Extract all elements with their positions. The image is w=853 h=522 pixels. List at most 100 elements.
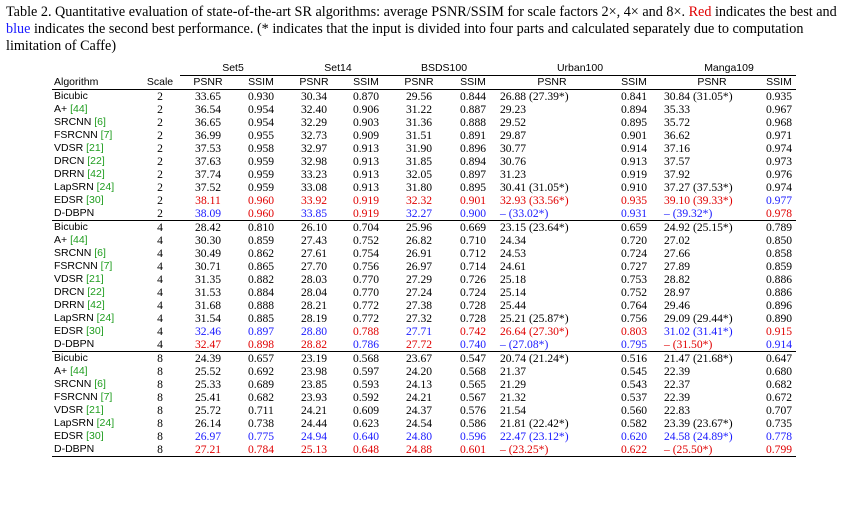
reference-link[interactable]: [30] xyxy=(86,325,104,337)
set5-psnr-cell: 25.33 xyxy=(194,378,222,391)
set14-psnr-cell: 27.70 xyxy=(300,260,328,273)
manga109-psnr-cell: 35.72 xyxy=(664,116,691,129)
urban100-ssim-cell: 0.537 xyxy=(620,391,648,404)
scale-cell: 2 xyxy=(157,103,163,116)
bsds100-ssim-cell: 0.897 xyxy=(459,168,487,181)
reference-link[interactable]: [6] xyxy=(94,116,106,128)
urban100-psnr-cell: 25.44 xyxy=(500,299,527,312)
set5-psnr-cell: 33.65 xyxy=(194,90,222,103)
set5-ssim-cell: 0.897 xyxy=(247,325,275,338)
set14-psnr-cell: 23.85 xyxy=(300,378,328,391)
bsds100-ssim-cell: 0.568 xyxy=(459,365,487,378)
table-row: SRCNN [6] 4 30.49 0.862 27.61 0.754 26.91 0.712… xyxy=(52,247,796,260)
reference-link[interactable]: [7] xyxy=(100,129,113,141)
urban100-psnr-cell: 25.18 xyxy=(500,273,527,286)
reference-link[interactable]: [30] xyxy=(86,194,104,206)
column-header-row: Algorithm Scale PSNR SSIM PSNR SSIM PSNR… xyxy=(52,75,796,90)
bsds100-ssim-cell: 0.888 xyxy=(459,116,487,129)
manga109-ssim-cell: 0.778 xyxy=(765,430,793,443)
table-row: SRCNN [6] 2 36.65 0.954 32.29 0.903 31.36 0.888… xyxy=(52,116,796,129)
set5-psnr-cell: 37.74 xyxy=(194,168,222,181)
algorithm-cell: A+ [44] xyxy=(52,234,140,247)
set5-ssim-cell: 0.958 xyxy=(247,142,275,155)
set14-ssim-cell: 0.870 xyxy=(352,90,380,103)
set14-ssim-cell: 0.609 xyxy=(352,404,380,417)
bsds100-ssim-cell: 0.742 xyxy=(459,325,487,338)
reference-link[interactable]: [30] xyxy=(86,430,104,442)
algorithm-name: VDSR xyxy=(54,142,84,154)
caption-part3: indicates the second best performance. (… xyxy=(6,21,804,54)
reference-link[interactable]: [24] xyxy=(96,312,115,324)
table-body: Bicubic 2 33.65 0.930 30.34 0.870 29.56 0.844 26… xyxy=(52,90,796,457)
set14-ssim-cell: 0.913 xyxy=(352,155,380,168)
urban100-psnr-cell: 32.93 (33.56*) xyxy=(500,194,569,207)
urban100-ssim-cell: 0.753 xyxy=(620,273,648,286)
algorithm-name: D-DBPN xyxy=(54,207,95,219)
bsds100-ssim-cell: 0.740 xyxy=(448,338,498,352)
set14-psnr-cell: 28.21 xyxy=(300,299,328,312)
manga109-psnr-cell: 28.97 xyxy=(664,286,691,299)
table-row: LapSRN [24] 8 26.14 0.738 24.44 0.623 24.54 0.5… xyxy=(52,417,796,430)
urban100-psnr-cell: – (23.25*) xyxy=(498,443,606,457)
bsds100-ssim-cell: 0.601 xyxy=(448,443,498,457)
reference-link[interactable]: [7] xyxy=(100,391,113,403)
set5-psnr-cell: 36.99 xyxy=(194,129,222,142)
reference-link[interactable]: [22] xyxy=(87,155,105,167)
dataset-header-row: Set5 Set14 BSDS100 Urban100 Manga109 xyxy=(52,62,796,76)
set14-psnr-cell: 23.98 xyxy=(300,365,328,378)
reference-link[interactable]: [42] xyxy=(87,168,105,180)
reference-link[interactable]: [6] xyxy=(94,247,106,259)
reference-link[interactable]: [44] xyxy=(70,103,88,115)
column-header-ssim: SSIM xyxy=(606,75,662,90)
table-row: DRCN [22] 2 37.63 0.959 32.98 0.913 31.85 0.894… xyxy=(52,155,796,168)
urban100-psnr-cell: 26.64 (27.30*) xyxy=(500,325,569,338)
reference-link[interactable]: [42] xyxy=(87,299,105,311)
set14-ssim-cell: 0.593 xyxy=(352,378,380,391)
reference-link[interactable]: [6] xyxy=(94,378,106,390)
reference-link[interactable]: [24] xyxy=(96,417,115,429)
manga109-psnr-cell: 23.39 (23.67*) xyxy=(664,417,733,430)
bsds100-psnr-cell: 24.80 xyxy=(405,430,433,443)
manga109-ssim-cell: 0.967 xyxy=(765,103,793,116)
algorithm-name: LapSRN xyxy=(54,312,94,324)
reference-link[interactable]: [21] xyxy=(86,273,104,285)
manga109-ssim-cell: 0.890 xyxy=(765,312,793,325)
bsds100-ssim-cell: 0.547 xyxy=(459,352,487,365)
urban100-psnr-cell: – (33.02*) xyxy=(498,207,606,221)
algorithm-cell: SRCNN [6] xyxy=(52,247,140,260)
manga109-psnr-cell: 22.39 xyxy=(664,365,691,378)
reference-link[interactable]: [44] xyxy=(70,234,88,246)
reference-link[interactable]: [21] xyxy=(86,404,104,416)
manga109-psnr-cell: 37.27 (37.53*) xyxy=(664,181,733,194)
bsds100-psnr-cell: 27.72 xyxy=(390,338,448,352)
set5-ssim-cell: 0.930 xyxy=(247,90,275,103)
reference-link[interactable]: [44] xyxy=(70,365,88,377)
urban100-ssim-cell: 0.914 xyxy=(620,142,648,155)
set14-ssim-cell: 0.919 xyxy=(342,207,390,221)
bsds100-ssim-cell: 0.844 xyxy=(459,90,487,103)
urban100-psnr-cell: 23.15 (23.64*) xyxy=(500,221,569,234)
bsds100-psnr-cell: 32.32 xyxy=(405,194,433,207)
set14-psnr-cell: 32.29 xyxy=(300,116,328,129)
reference-link[interactable]: [24] xyxy=(96,181,115,193)
set5-psnr-cell: 32.47 xyxy=(180,338,236,352)
reference-link[interactable]: [7] xyxy=(100,260,113,272)
algorithm-cell: D-DBPN xyxy=(52,207,140,221)
set5-psnr-cell: 27.21 xyxy=(180,443,236,457)
set5-ssim-cell: 0.959 xyxy=(247,168,275,181)
set5-ssim-cell: 0.711 xyxy=(248,404,274,417)
set14-ssim-cell: 0.623 xyxy=(352,417,380,430)
urban100-ssim-cell: 0.764 xyxy=(620,299,648,312)
manga109-ssim-cell: 0.978 xyxy=(762,207,796,221)
set5-ssim-cell: 0.859 xyxy=(247,234,275,247)
urban100-ssim-cell: 0.901 xyxy=(620,129,648,142)
set5-ssim-cell: 0.954 xyxy=(247,116,275,129)
manga109-psnr-cell: 24.92 (25.15*) xyxy=(664,221,733,234)
reference-link[interactable]: [22] xyxy=(87,286,105,298)
scale-cell: 4 xyxy=(157,247,163,260)
set14-psnr-cell: 24.94 xyxy=(300,430,328,443)
scale-cell: 8 xyxy=(157,365,163,378)
reference-link[interactable]: [21] xyxy=(86,142,104,154)
set14-ssim-cell: 0.788 xyxy=(352,325,380,338)
